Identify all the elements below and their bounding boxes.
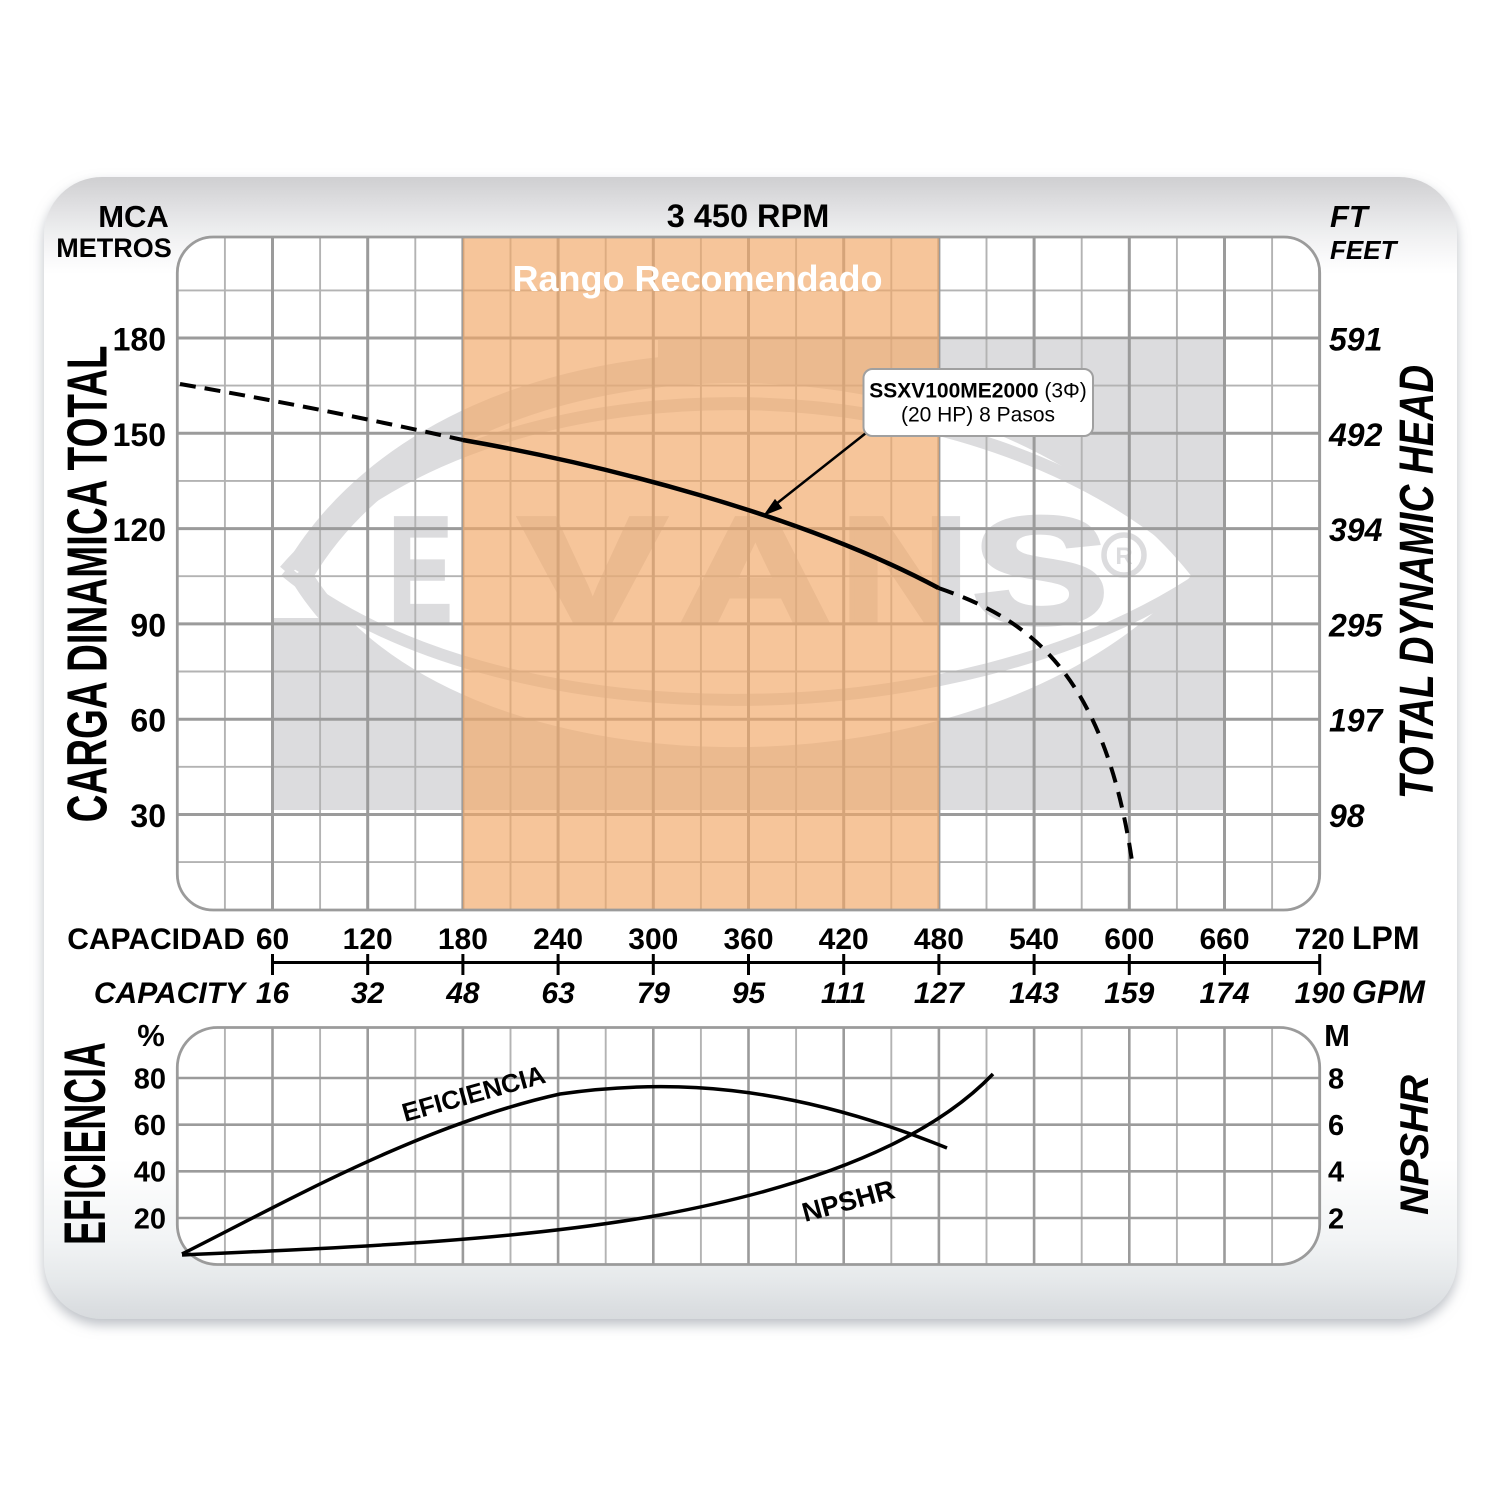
svg-text:63: 63	[541, 977, 575, 1010]
svg-text:40: 40	[134, 1157, 166, 1189]
svg-text:EFICIENCIA: EFICIENCIA	[53, 1042, 118, 1245]
svg-text:120: 120	[113, 512, 166, 548]
svg-text:127: 127	[914, 977, 965, 1010]
svg-text:4: 4	[1328, 1157, 1344, 1189]
svg-text:CAPACITY: CAPACITY	[94, 977, 248, 1010]
svg-text:E: E	[389, 486, 452, 655]
svg-text:159: 159	[1104, 977, 1154, 1010]
svg-text:20: 20	[134, 1203, 166, 1235]
svg-text:591: 591	[1329, 322, 1382, 358]
svg-text:190: 190	[1295, 977, 1345, 1010]
svg-text:79: 79	[637, 977, 671, 1010]
svg-text:120: 120	[343, 923, 393, 956]
svg-text:MCA: MCA	[98, 199, 169, 234]
svg-text:660: 660	[1199, 923, 1249, 956]
svg-text:480: 480	[914, 923, 964, 956]
svg-text:M: M	[1324, 1018, 1350, 1053]
svg-text:32: 32	[351, 977, 385, 1010]
svg-text:90: 90	[130, 607, 166, 643]
svg-text:3 450 RPM: 3 450 RPM	[667, 198, 830, 234]
svg-text:CAPACIDAD: CAPACIDAD	[67, 923, 245, 956]
svg-text:FEET: FEET	[1330, 235, 1399, 265]
svg-text:420: 420	[819, 923, 869, 956]
svg-text:300: 300	[628, 923, 678, 956]
svg-text:GPM: GPM	[1352, 974, 1426, 1010]
svg-text:180: 180	[113, 322, 166, 358]
svg-text:80: 80	[134, 1063, 166, 1095]
svg-text:174: 174	[1199, 977, 1249, 1010]
svg-text:METROS: METROS	[56, 233, 172, 263]
svg-text:492: 492	[1328, 417, 1383, 453]
svg-text:111: 111	[821, 977, 867, 1010]
svg-text:295: 295	[1328, 607, 1384, 643]
svg-text:48: 48	[445, 977, 480, 1010]
svg-text:2: 2	[1328, 1203, 1344, 1235]
svg-text:95: 95	[732, 977, 767, 1010]
svg-text:60: 60	[134, 1110, 166, 1142]
svg-text:180: 180	[438, 923, 488, 956]
svg-text:SSXV100ME2000 (3Φ): SSXV100ME2000 (3Φ)	[869, 380, 1087, 403]
svg-text:NPSHR: NPSHR	[1393, 1075, 1437, 1215]
svg-text:197: 197	[1329, 703, 1385, 739]
svg-text:6: 6	[1328, 1110, 1344, 1142]
svg-text:143: 143	[1009, 977, 1059, 1010]
svg-text:600: 600	[1104, 923, 1154, 956]
svg-text:60: 60	[256, 923, 289, 956]
svg-text:Rango Recomendado: Rango Recomendado	[512, 258, 882, 299]
svg-text:(20 HP) 8 Pasos: (20 HP) 8 Pasos	[901, 404, 1055, 427]
svg-text:394: 394	[1329, 512, 1383, 548]
svg-text:98: 98	[1329, 798, 1365, 834]
svg-text:8: 8	[1328, 1063, 1344, 1095]
svg-text:CARGA DINAMICA TOTAL: CARGA DINAMICA TOTAL	[56, 346, 119, 823]
svg-text:TOTAL DYNAMIC HEAD: TOTAL DYNAMIC HEAD	[1391, 365, 1444, 799]
svg-text:150: 150	[113, 417, 166, 453]
svg-text:720: 720	[1295, 923, 1345, 956]
svg-text:S: S	[972, 487, 1109, 656]
svg-text:FT: FT	[1330, 199, 1371, 234]
svg-text:LPM: LPM	[1352, 920, 1420, 956]
svg-text:60: 60	[130, 703, 166, 739]
svg-text:30: 30	[130, 798, 166, 834]
svg-text:240: 240	[533, 923, 583, 956]
svg-text:360: 360	[723, 923, 773, 956]
svg-text:%: %	[137, 1018, 165, 1053]
svg-text:540: 540	[1009, 923, 1059, 956]
svg-text:16: 16	[256, 977, 290, 1010]
